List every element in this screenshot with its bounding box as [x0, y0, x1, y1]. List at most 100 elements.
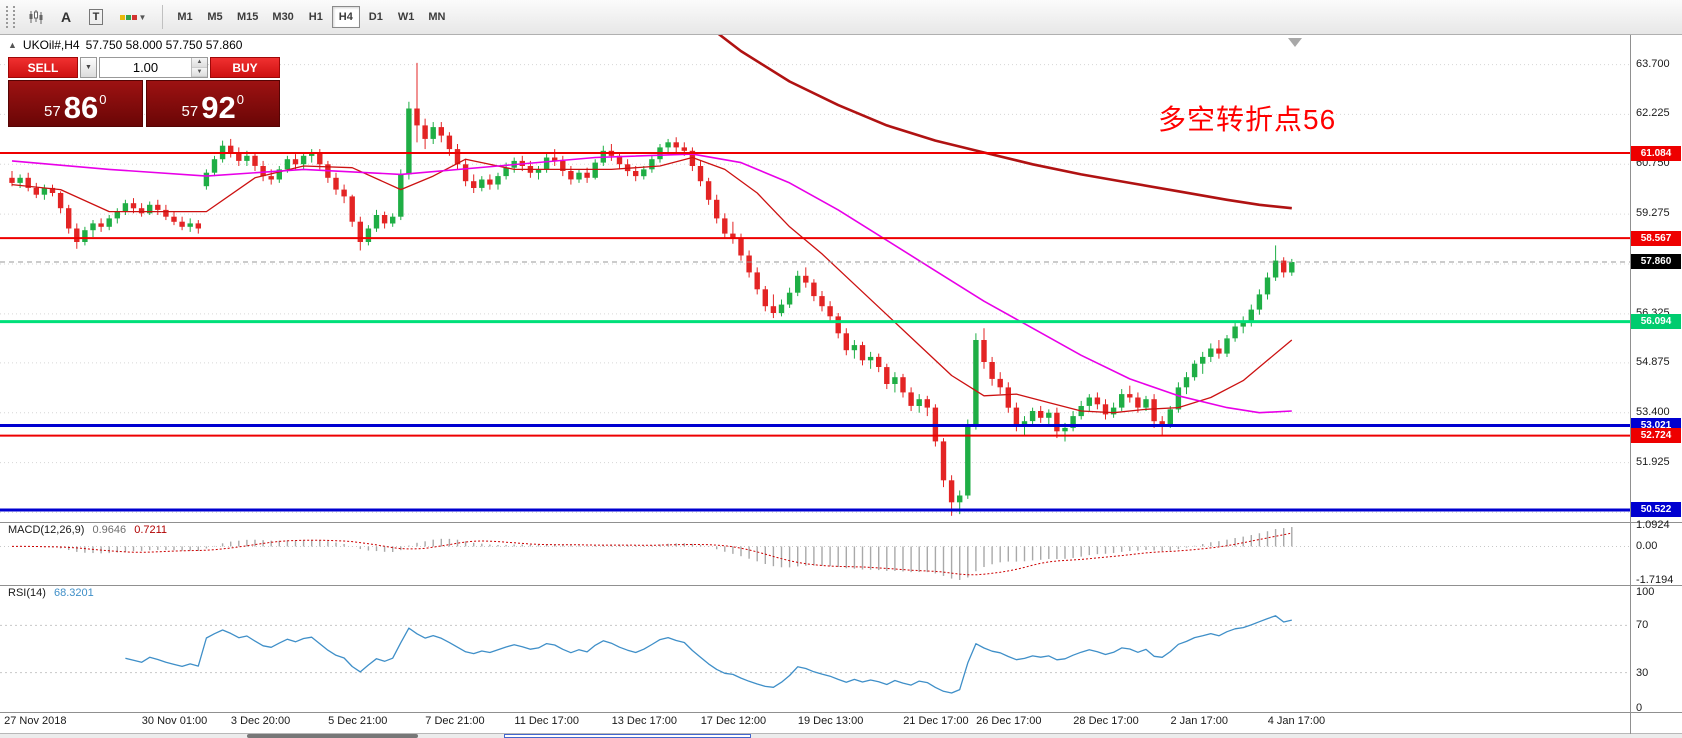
- candle-body: [236, 152, 242, 161]
- candle-body: [341, 189, 347, 197]
- tf-button-mn[interactable]: MN: [428, 11, 446, 23]
- candle-body: [438, 127, 444, 136]
- candle-body: [317, 152, 323, 165]
- candle-body: [195, 223, 201, 229]
- candle-body: [1208, 348, 1214, 357]
- candle-body: [1062, 427, 1068, 432]
- candle-body: [357, 221, 363, 242]
- buy-button[interactable]: BUY: [210, 57, 280, 78]
- candle-body: [1289, 262, 1295, 273]
- candle-body: [446, 135, 453, 150]
- candle-body: [1005, 387, 1011, 408]
- candle-body: [203, 172, 210, 187]
- candle-body: [795, 275, 801, 293]
- candle-body: [462, 164, 469, 182]
- tf-button-m5[interactable]: M5: [207, 11, 223, 23]
- candle-body: [851, 345, 858, 351]
- candle-body: [1183, 377, 1190, 388]
- candle-body: [1046, 412, 1052, 418]
- candle-body: [705, 181, 712, 200]
- tf-button-m30[interactable]: M30: [272, 11, 294, 23]
- candle-body: [1272, 260, 1279, 278]
- bottom-scrollbar: [0, 734, 1682, 738]
- symbol-title: UKOil#,H4: [22, 38, 80, 52]
- candle-body: [900, 377, 906, 393]
- ma-long-line: [717, 35, 1292, 210]
- macd-title: MACD(12,26,9): [8, 524, 85, 536]
- candle-body: [722, 218, 728, 234]
- candle-body: [260, 166, 266, 177]
- tf-button-m15[interactable]: M15: [237, 11, 259, 23]
- candle-body: [1094, 397, 1101, 405]
- tf-button-h4[interactable]: H4: [331, 6, 360, 28]
- candle-body: [349, 196, 355, 222]
- candle-body: [309, 152, 315, 156]
- candle-body: [57, 193, 64, 209]
- volume-steppers: ▲ ▼: [191, 58, 207, 77]
- scrollbar-thumb[interactable]: [247, 734, 418, 738]
- candle-body: [276, 169, 282, 180]
- tf-button-m1[interactable]: M1: [177, 11, 193, 23]
- candle-body: [171, 216, 177, 222]
- candle-body: [1119, 394, 1125, 408]
- objects-list-icon[interactable]: ▼: [112, 3, 154, 31]
- candle-body: [924, 399, 930, 408]
- candle-body: [1029, 411, 1036, 422]
- candle-body: [49, 187, 56, 193]
- candle-body: [803, 275, 809, 283]
- candle-body: [114, 211, 120, 219]
- volume-step-down-button[interactable]: ▼: [192, 67, 207, 77]
- sell-price-display[interactable]: 57 86 0: [8, 80, 143, 127]
- candle-body: [738, 238, 744, 256]
- tf-button-w1[interactable]: W1: [397, 11, 415, 23]
- rsi-indicator-label: RSI(14) 68.3201: [8, 587, 94, 599]
- sell-button[interactable]: SELL: [8, 57, 78, 78]
- candle-body: [244, 155, 250, 161]
- candle-body: [284, 159, 291, 170]
- chart-shift-marker-icon[interactable]: [1288, 38, 1302, 47]
- candle-body: [778, 304, 785, 314]
- rsi-line: [125, 615, 1292, 694]
- candle-body: [211, 159, 218, 173]
- candle-body: [90, 223, 96, 231]
- candle-body: [252, 155, 258, 166]
- volume-step-up-button[interactable]: ▲: [192, 58, 207, 68]
- colored-squares-icon: [119, 14, 137, 20]
- volume-input[interactable]: [100, 58, 191, 77]
- macd-panel: [0, 527, 1630, 580]
- candle-body: [106, 218, 112, 227]
- symbol-header: ▲ UKOil#,H4 57.750 58.000 57.750 57.860: [8, 38, 242, 52]
- candle-body: [543, 157, 550, 170]
- ohlc-quote: 57.750 58.000 57.750 57.860: [85, 38, 243, 52]
- candle-body: [1159, 421, 1165, 425]
- candlestick-chart-icon[interactable]: [22, 3, 50, 31]
- buy-price-display[interactable]: 57 92 0: [145, 80, 280, 127]
- volume-dropdown-button[interactable]: ▼: [80, 57, 97, 78]
- ma-mid-line: [11, 153, 1292, 414]
- one-click-toggle-icon[interactable]: ▲: [8, 40, 17, 50]
- tf-button-h1[interactable]: H1: [308, 11, 323, 23]
- candle-body: [406, 108, 412, 175]
- toolbar-drag-handle[interactable]: [6, 6, 15, 28]
- rsi-value: 68.3201: [53, 587, 94, 599]
- candle-body: [981, 340, 987, 362]
- candle-body: [1143, 399, 1149, 408]
- candle-body: [835, 316, 841, 334]
- candle-body: [398, 174, 404, 217]
- candle-body: [300, 155, 307, 165]
- volume-box: ▲ ▼: [99, 57, 208, 78]
- ma-fast-line: [11, 156, 1293, 414]
- candle-body: [130, 203, 137, 209]
- tf-button-d1[interactable]: D1: [368, 11, 383, 23]
- toolbar-separator: [162, 5, 163, 29]
- candle-body: [487, 179, 493, 185]
- text-tool-icon[interactable]: T: [82, 3, 110, 31]
- candle-body: [179, 221, 185, 227]
- letter-a-icon[interactable]: A: [52, 3, 80, 31]
- candle-body: [697, 166, 704, 182]
- candle-body: [495, 176, 501, 185]
- candle-body: [867, 356, 874, 361]
- letter-a-glyph: A: [60, 9, 72, 25]
- candle-body: [876, 356, 882, 367]
